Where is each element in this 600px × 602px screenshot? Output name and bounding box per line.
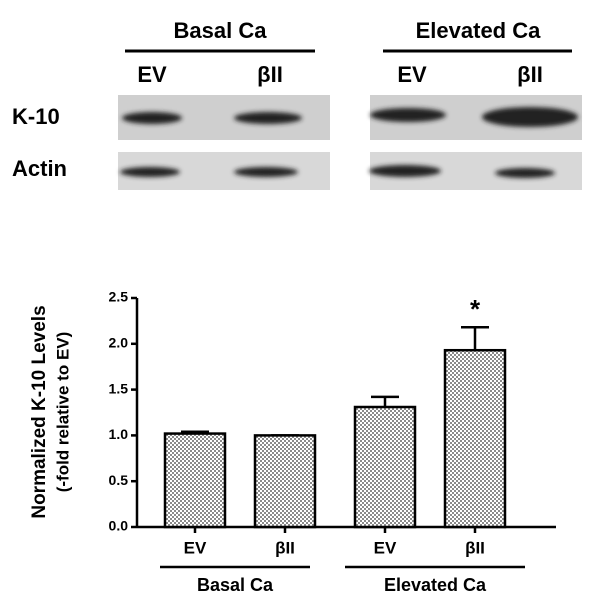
y-tick-label: 0.5 (109, 472, 129, 488)
y-tick-label: 2.5 (109, 289, 129, 305)
x-tick-label: βII (465, 538, 485, 557)
bar (253, 434, 317, 529)
blot-lane-label: βII (517, 62, 543, 87)
y-tick-label: 1.5 (109, 380, 129, 396)
significance-mark: * (470, 294, 481, 324)
bar (443, 348, 507, 529)
bar (353, 405, 417, 529)
y-axis-label: (-fold relative to EV) (53, 332, 72, 493)
x-tick-label: EV (184, 538, 207, 557)
blot: Basal Ca Elevated Ca EV βII EV βII K-10 … (12, 18, 582, 190)
blot-group-label: Elevated Ca (416, 18, 541, 43)
group-label: Elevated Ca (384, 575, 487, 595)
bar (163, 432, 227, 529)
blot-lane-label: EV (397, 62, 427, 87)
blot-lane-label: βII (257, 62, 283, 87)
x-tick-label: EV (374, 538, 397, 557)
blot-row-label: K-10 (12, 104, 60, 129)
blot-bands (120, 107, 578, 178)
x-tick-label: βII (275, 538, 295, 557)
blot-lane-label: EV (137, 62, 167, 87)
blot-group-label: Basal Ca (174, 18, 268, 43)
blot-row-label: Actin (12, 156, 67, 181)
y-axis-label: Normalized K-10 Levels (29, 305, 50, 518)
error-bar (461, 326, 489, 351)
y-tick-label: 1.0 (109, 426, 129, 442)
y-tick-label: 0.0 (109, 518, 129, 534)
error-bar (371, 395, 399, 408)
group-label: Basal Ca (197, 575, 274, 595)
y-tick-label: 2.0 (109, 335, 129, 351)
